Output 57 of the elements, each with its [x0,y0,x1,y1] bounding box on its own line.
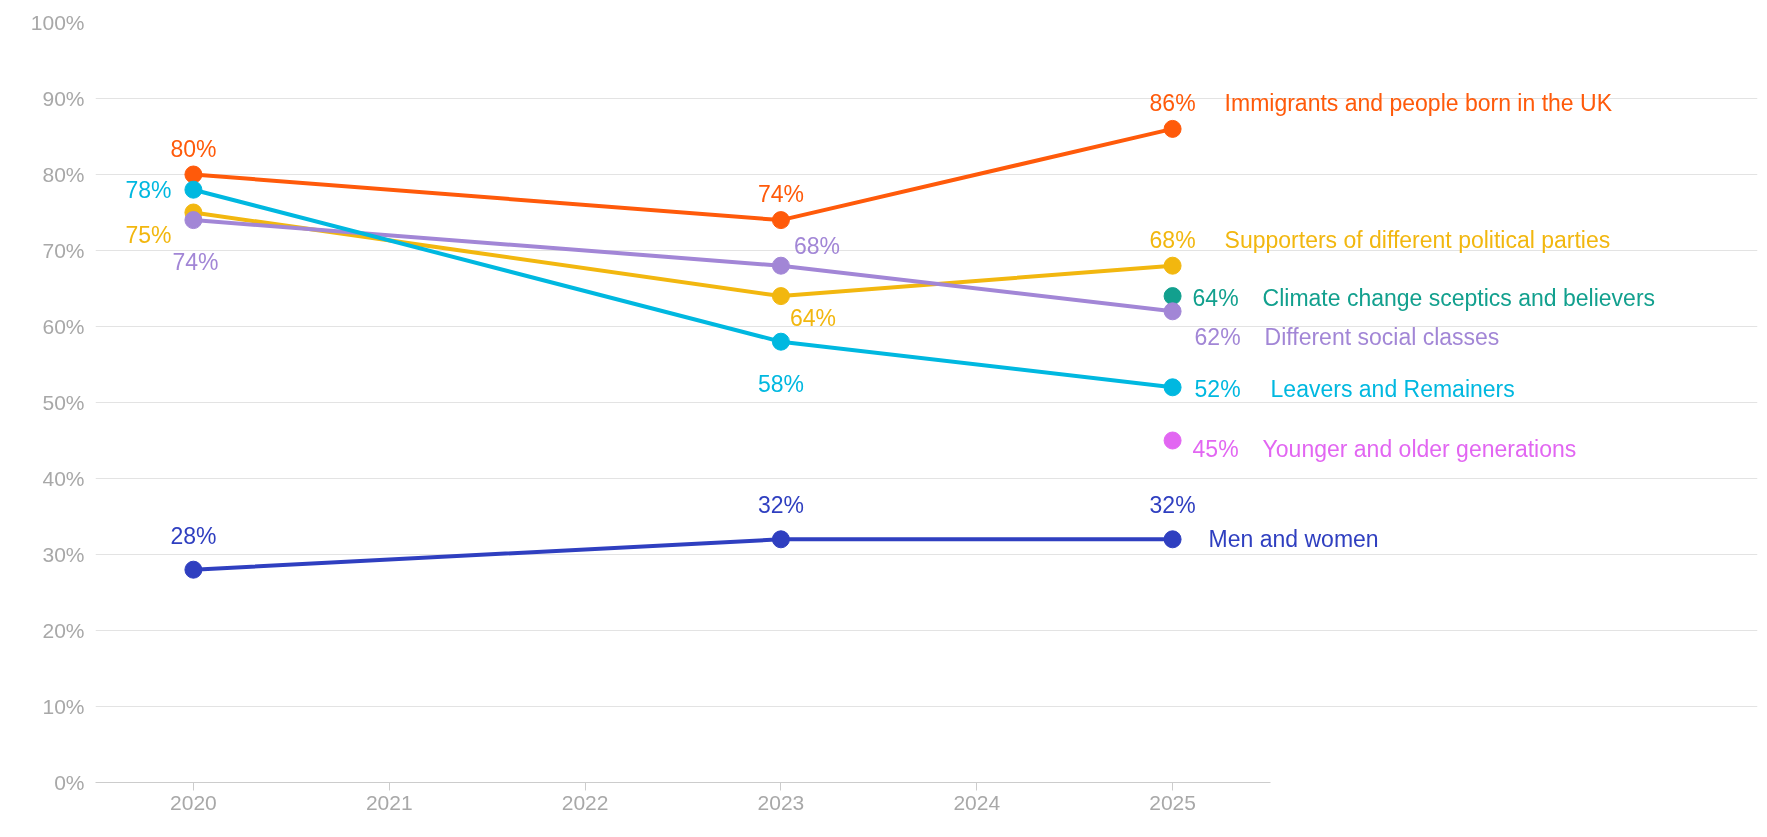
y-tick-label: 80% [42,163,85,186]
series-label: Men and women [1208,526,1379,553]
data-label: 64% [1192,285,1239,312]
text: Climate change sceptics and believers [1262,285,1656,312]
x-tick-label: 2023 [757,790,805,814]
text: Different social classes [1264,324,1500,351]
y-tick-label: 70% [42,239,85,262]
point [1163,378,1182,397]
point [184,211,203,230]
data-label: 52% [1194,376,1241,403]
data-label: 74% [757,181,804,208]
point [771,256,790,275]
x-tick-label: 2021 [365,790,413,814]
x-tick-label: 2024 [953,790,1001,814]
text: Younger and older generations [1262,435,1577,462]
point [1163,431,1182,450]
data-label: 32% [1149,492,1196,519]
y-tick-label: 60% [42,315,85,338]
point [184,180,203,199]
y-tick-label: 20% [42,619,85,642]
point [771,211,790,230]
y-tick-label: 100% [30,11,85,34]
point [1163,256,1182,275]
point [771,530,790,549]
y-tick-label: 30% [42,543,85,566]
data-label: 45% [1192,435,1239,462]
data-label: 32% [757,492,804,519]
y-tick-label: 50% [42,391,85,414]
data-label: 68% [1149,226,1196,253]
series-label: Supporters of different political parties [1224,226,1611,253]
point [1163,302,1182,321]
text: Leavers and Remainers [1270,376,1515,403]
y-tick-label: 0% [54,771,85,794]
data-label: 78% [125,176,172,203]
point [1163,287,1182,306]
data-label: 62% [1194,324,1241,351]
point [184,165,203,184]
x-tick-label: 2022 [561,790,609,814]
data-label: 68% [793,232,840,259]
point [1163,119,1182,138]
data-label: 64% [789,305,836,332]
data-label: 80% [170,135,217,162]
data-label: 58% [757,370,804,397]
point [771,287,790,306]
point [1163,530,1182,549]
point [771,332,790,351]
point [184,560,203,579]
y-tick-label: 10% [42,695,85,718]
data-label: 75% [125,221,172,248]
y-tick-label: 90% [42,87,85,110]
x-tick-label: 2020 [170,790,217,814]
series-label: Immigrants and people born in the UK [1224,89,1613,116]
data-label: 28% [170,522,217,549]
data-label: 86% [1149,89,1196,116]
data-label: 74% [172,249,219,276]
y-tick-label: 40% [42,467,85,490]
x-tick-label: 2025 [1149,790,1196,814]
